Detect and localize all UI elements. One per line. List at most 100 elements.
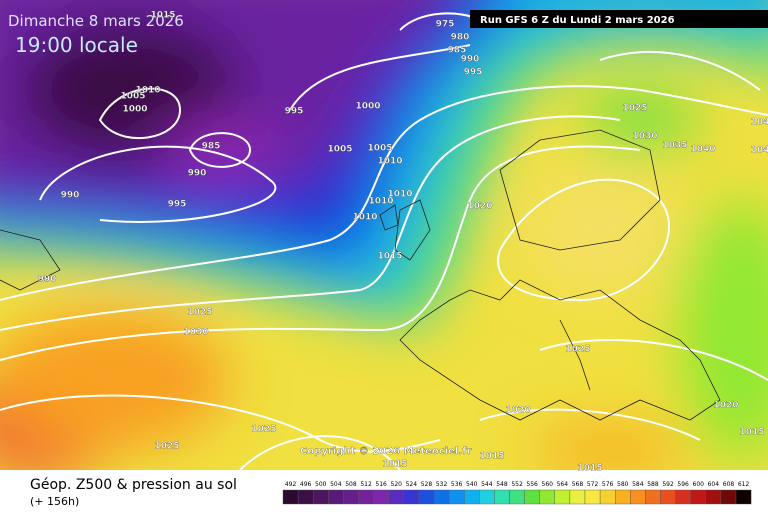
colorbar-label: 608 xyxy=(723,481,735,488)
isobar-label: 1000 xyxy=(122,105,147,115)
colorbar-swatch xyxy=(313,489,329,505)
isobar-label: 1020 xyxy=(467,202,492,212)
colorbar-label: 596 xyxy=(677,481,689,488)
colorbar-swatch xyxy=(569,489,586,505)
isobar-label: 1010 xyxy=(387,190,412,200)
isobar-label: 1005 xyxy=(367,144,392,154)
colorbar-swatch xyxy=(690,489,707,505)
isobar-label: 1015 xyxy=(577,464,602,474)
colorbar-label: 500 xyxy=(315,481,327,488)
colorbar-swatch xyxy=(599,489,616,505)
isobar-label: 1005 xyxy=(327,145,352,155)
colorbar-swatch xyxy=(494,489,510,505)
colorbar-swatch xyxy=(479,489,495,505)
colorbar-label: 544 xyxy=(481,481,493,488)
colorbar-label: 592 xyxy=(662,481,674,488)
isobar-label: 1010 xyxy=(368,197,393,207)
colorbar-swatch xyxy=(660,489,676,505)
isobar-label: 1020 xyxy=(505,406,530,416)
isobar-label: 990 xyxy=(38,275,57,285)
colorbar-label: 520 xyxy=(391,481,403,488)
isobar-label: 985 xyxy=(448,46,467,56)
isobar-label: 1015 xyxy=(739,428,764,438)
date-label: Dimanche 8 mars 2026 xyxy=(8,12,184,30)
colorbar-swatch xyxy=(735,489,752,505)
colorbar-label: 572 xyxy=(587,481,599,488)
time-label: 19:00 locale xyxy=(15,33,138,57)
coastlines xyxy=(0,129,721,421)
isobar-label: 995 xyxy=(464,68,483,78)
colorbar-swatch xyxy=(328,489,344,505)
colorbar-swatch xyxy=(464,489,480,505)
isobar-label: 1005 xyxy=(120,92,145,102)
colorbar-label: 568 xyxy=(572,481,584,488)
isobar-label: 1020 xyxy=(713,401,738,411)
colorbar-swatch xyxy=(358,489,374,505)
colorbar-swatch xyxy=(448,489,465,505)
colorbar-label: 504 xyxy=(330,481,342,488)
copyright: Copyright © 2026 Meteociel.fr xyxy=(300,446,471,457)
isobar-label: 1030 xyxy=(183,328,208,338)
colorbar-label: 564 xyxy=(557,481,569,488)
isobar-label: 1010 xyxy=(135,86,160,96)
isobar-label: 104 xyxy=(751,118,768,128)
colorbar-label: 548 xyxy=(496,481,508,488)
isobar-lines xyxy=(0,12,768,470)
colorbar-label: 612 xyxy=(738,481,750,488)
isobar-label: 995 xyxy=(168,200,187,210)
colorbar-label: 576 xyxy=(602,481,614,488)
colorbar-swatch xyxy=(720,489,737,505)
isobar-label: 975 xyxy=(436,20,455,30)
colorbar-swatch xyxy=(615,489,631,505)
colorbar-swatch xyxy=(297,489,314,505)
isobar-label: 1010 xyxy=(352,213,377,223)
isobar-label: 990 xyxy=(61,191,80,201)
colorbar-label: 528 xyxy=(421,481,433,488)
colorbar-label: 508 xyxy=(345,481,357,488)
colorbar-label: 536 xyxy=(451,481,463,488)
isobar-label: 1015 xyxy=(150,11,175,21)
colorbar-label: 604 xyxy=(708,481,720,488)
colorbar-swatch xyxy=(539,489,556,505)
isobar-label: 1015 xyxy=(377,252,402,262)
isobar-label: 1025 xyxy=(154,442,179,452)
isobar-label: 1025 xyxy=(622,104,647,114)
isobar-label: 980 xyxy=(451,33,470,43)
colorbar-swatch xyxy=(630,489,646,505)
colorbar-swatch xyxy=(554,489,571,505)
colorbar-label: 560 xyxy=(542,481,554,488)
isobar-label: 1010 xyxy=(377,157,402,167)
colorbar-swatch xyxy=(584,489,601,505)
colorbar-swatch xyxy=(645,489,661,505)
colorbar: 492 496 500 504 508 512 516 520 524 528 532 536 540 5… xyxy=(282,481,752,505)
colorbar-swatch xyxy=(403,489,420,505)
colorbar-label: 584 xyxy=(632,481,644,488)
isobar-label: 104 xyxy=(751,146,768,156)
colorbar-label: 524 xyxy=(406,481,418,488)
isobar-label: 1000 xyxy=(355,102,380,112)
colorbar-swatch xyxy=(282,489,299,505)
isobar-label: 1015 xyxy=(479,452,504,462)
colorbar-label: 588 xyxy=(647,481,659,488)
colorbar-swatch xyxy=(705,489,722,505)
isobar-label: 1030 xyxy=(632,132,657,142)
colorbar-swatch xyxy=(418,489,435,505)
isobar-label: 990 xyxy=(188,169,207,179)
run-box xyxy=(470,10,768,28)
colorbar-swatch xyxy=(509,489,525,505)
isobar-label: 1025 xyxy=(187,308,212,318)
colorbar-swatch xyxy=(524,489,540,505)
colorbar-swatch xyxy=(343,489,359,505)
colorbar-label: 496 xyxy=(300,481,312,488)
legend-title: Géop. Z500 & pression au sol xyxy=(30,477,237,493)
colorbar-swatch xyxy=(373,489,389,505)
colorbar-label: 512 xyxy=(360,481,372,488)
run-label: Run GFS 6 Z du Lundi 2 mars 2026 xyxy=(480,15,675,26)
legend-lead: (+ 156h) xyxy=(30,495,79,508)
colorbar-label: 516 xyxy=(375,481,387,488)
colorbar-label: 532 xyxy=(436,481,448,488)
colorbar-label: 540 xyxy=(466,481,478,488)
isobar-label: 995 xyxy=(285,107,304,117)
field xyxy=(0,0,768,470)
